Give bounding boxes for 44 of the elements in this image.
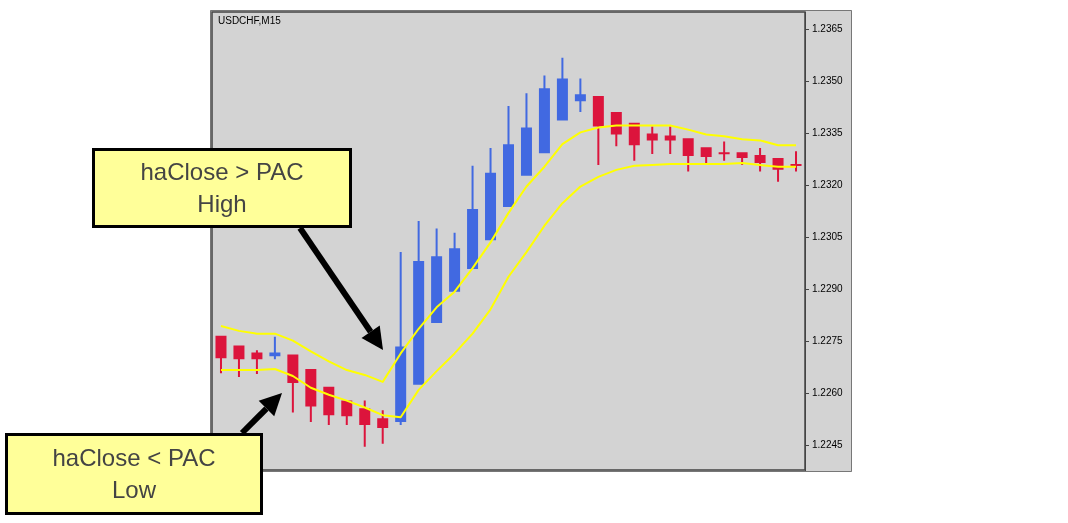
y-tick-label: 1.2275 <box>812 335 844 347</box>
candlestick <box>431 228 443 323</box>
candlestick <box>700 147 712 163</box>
callout-box: haClose < PAC Low <box>5 433 263 515</box>
y-tick-label: 1.2290 <box>812 283 844 295</box>
candlestick <box>467 165 479 270</box>
y-tick-label: 1.2245 <box>812 439 844 451</box>
y-tick-label: 1.2260 <box>812 387 844 399</box>
candlestick <box>269 336 281 360</box>
candlestick <box>664 126 676 154</box>
candlestick <box>503 106 514 207</box>
candlestick <box>592 95 604 166</box>
candlestick <box>646 126 658 154</box>
candlestick <box>682 138 694 172</box>
candlestick <box>359 400 371 447</box>
candlestick <box>538 75 550 154</box>
candlestick <box>395 252 407 425</box>
candlestick <box>287 354 299 413</box>
y-tick-label: 1.2305 <box>812 231 844 243</box>
candlestick <box>215 335 227 374</box>
candlestick <box>718 141 730 161</box>
y-tick-label: 1.2335 <box>812 127 844 139</box>
candlestick <box>449 232 461 292</box>
candlestick <box>574 78 586 112</box>
candlestick <box>413 220 425 385</box>
candlestick <box>323 386 335 425</box>
y-tick-label: 1.2365 <box>812 23 844 35</box>
candlestick <box>628 122 640 161</box>
candlestick <box>754 148 766 172</box>
candlestick <box>736 152 748 166</box>
y-tick-label: 1.2350 <box>812 75 844 87</box>
callout-box: haClose > PAC High <box>92 148 352 228</box>
y-tick-label: 1.2320 <box>812 179 844 191</box>
candlestick <box>556 57 568 121</box>
candlestick <box>251 350 263 374</box>
candlestick <box>233 345 245 378</box>
candlestick <box>377 410 389 444</box>
chart-title: USDCHF,M15 <box>218 14 282 26</box>
candlestick <box>520 93 532 176</box>
candlestick <box>790 151 802 172</box>
candlestick <box>610 111 622 147</box>
candlestick <box>341 400 353 425</box>
candlestick <box>485 148 497 241</box>
candlestick <box>305 369 317 423</box>
